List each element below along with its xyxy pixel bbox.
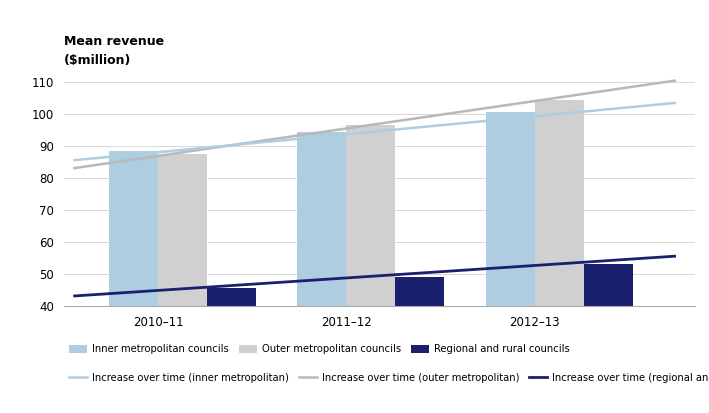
Bar [207, 288, 256, 413]
Text: ($million): ($million) [64, 54, 131, 67]
Text: Mean revenue: Mean revenue [64, 35, 164, 48]
Bar [396, 277, 445, 413]
Legend: Increase over time (inner metropolitan), Increase over time (outer metropolitan): Increase over time (inner metropolitan),… [69, 373, 709, 383]
Bar [158, 154, 207, 413]
Bar [347, 125, 396, 413]
Bar [584, 264, 632, 413]
Bar [297, 132, 347, 413]
Bar [535, 100, 584, 413]
Bar [486, 112, 535, 413]
Bar [109, 151, 158, 413]
